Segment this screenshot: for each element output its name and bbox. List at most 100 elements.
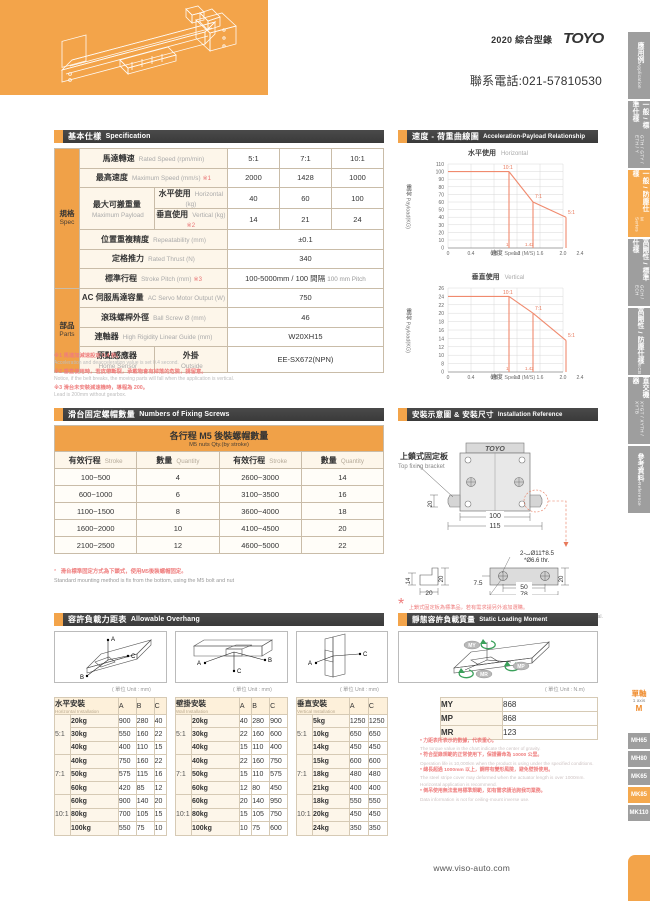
spec-value: 7:1 [278, 148, 332, 169]
sidebar-tab-label-cn: 應用例 [636, 41, 643, 64]
table-row: 7:1 40kg 750 160 22 [54, 754, 168, 796]
cell-a: 550 [117, 727, 137, 742]
svg-text:30: 30 [438, 223, 444, 229]
cell-load: 40kg [191, 754, 240, 769]
svg-text:MP: MP [517, 664, 525, 670]
cell-stroke: 3100~3500 [218, 485, 302, 503]
chart-title: 水平使用 Horizontal [468, 150, 528, 157]
column-header: 數量 Quantity [136, 451, 220, 469]
section-title-cn: 安裝示意圖 & 安裝尺寸 [412, 410, 494, 419]
cell-qty: 4 [136, 468, 220, 486]
cell-c: 1250 [367, 713, 389, 729]
spec-group-label-parts: 部品 Parts [54, 287, 80, 373]
svg-text:20: 20 [439, 575, 445, 582]
ratio-label: 5:1 [54, 713, 71, 756]
cell-c: 480 [367, 767, 389, 782]
sidebar-tab-xy[interactable]: 直交機器 XYGT / XYTH / XYTB [628, 377, 650, 445]
table-row: 80kg 700 105 15 [55, 807, 168, 823]
cell-c: 450 [367, 740, 389, 756]
cell-a: 350 [348, 821, 369, 836]
table-row: 垂直使用 Vertical (kg) ※2 14 21 24 [55, 208, 385, 230]
table-row: 最高速度 Maximum Speed (mm/s) ※1 2000 1428 1… [55, 167, 385, 188]
spec-row-label: 位置重複精度 Repeatability (mm) [78, 229, 228, 250]
cell-b: 110 [251, 740, 271, 756]
cell-c: 550 [367, 794, 389, 809]
cell-a: 550 [117, 821, 137, 836]
sidebar-tab-ecb[interactable]: 高剛性 / 防塵仕樣 ECB [628, 308, 650, 376]
footer-website-url[interactable]: www.viso-auto.com [433, 863, 510, 873]
svg-text:0: 0 [447, 375, 450, 381]
sidebar-tab-application[interactable]: 應用例 Application [628, 32, 650, 100]
cell-load: 30kg [70, 727, 119, 742]
sidebar-tab-gch-ech[interactable]: 高剛性 / 標準仕樣 GCH / ECH [628, 239, 650, 307]
section-title-en: Numbers of Fixing Screws [139, 411, 230, 418]
cell-c: 650 [367, 727, 389, 742]
cell-a: 12 [238, 780, 253, 796]
cell-a: 40 [238, 713, 253, 729]
table-row: 2100~2500 12 4600~5000 22 [53, 536, 385, 554]
sidebar-model-mk110[interactable]: MK110 [628, 805, 650, 822]
svg-text:8: 8 [441, 362, 444, 368]
install-note-cn: 上鎖式固定板為標準品，若有需求請另外追加選購。 [408, 605, 529, 611]
table-row: 位置重複精度 Repeatability (mm) ±0.1 [55, 229, 385, 250]
svg-text:115: 115 [489, 523, 500, 530]
sidebar-tab-reference[interactable]: 參考資料 Reference [628, 446, 650, 514]
ratio-label: 10:1 [296, 794, 313, 836]
sidebar-model-mh80[interactable]: MH80 [628, 751, 650, 768]
section-header-overhang: 容許負載力距表 Allowable Overhang [54, 613, 384, 626]
cell-b: 105 [251, 807, 271, 823]
cell-b: 160 [251, 754, 271, 769]
specification-table: 規格 Spec 馬達轉速 Rated Speed (rpm/min) 5:1 7… [54, 148, 385, 373]
svg-text:B: B [268, 658, 272, 664]
svg-text:20: 20 [428, 500, 434, 507]
sidebar-model-mk65[interactable]: MK65 [628, 769, 650, 786]
table-row: 定格推力 Rated Thrust (N) 340 [55, 248, 385, 269]
cell-a: 22 [238, 727, 253, 742]
table-row: 5:1 5kg 1250 1250 [296, 713, 389, 756]
sidebar-tab-label-cn: 高剛性 / 標準仕樣 [631, 239, 648, 282]
unit-label-vertical: ( 單位 Unit : mm) [340, 687, 379, 693]
cell-b: 160 [251, 727, 271, 742]
cell-c: 600 [367, 754, 389, 769]
sidebar-model-mh65[interactable]: MH65 [628, 733, 650, 750]
section-tag-icon [54, 130, 63, 143]
cell-load: 14kg [312, 740, 350, 756]
sidebar-model-mk85[interactable]: MK85 [628, 787, 650, 804]
section-title-cn: 基本仕樣 [68, 132, 102, 141]
cell-c: 12 [153, 780, 168, 796]
ratio-label: 10:1 [175, 794, 192, 836]
svg-text:1.2: 1.2 [514, 251, 521, 257]
svg-text:10:1: 10:1 [503, 290, 513, 296]
sidebar-tab-m-series[interactable]: 一般 / 防塵仕樣 M Series [628, 170, 650, 238]
table-row: 600~1000 6 3100~3500 16 [53, 485, 385, 503]
svg-text:TOYO: TOYO [485, 446, 505, 453]
cell-qty: 12 [136, 536, 220, 554]
svg-text:22: 22 [438, 303, 444, 309]
table-row: 10:1 60kg 900 140 20 [54, 794, 168, 836]
svg-text:0: 0 [441, 370, 444, 376]
table-row: 30kg 550 160 22 [55, 727, 168, 742]
cell-c: 400 [269, 740, 288, 756]
svg-text:60: 60 [438, 200, 444, 206]
cell-qty: 16 [300, 485, 385, 503]
spec-value: 46 [226, 307, 385, 328]
sidebar-tab-standard[interactable]: 一般 / 標準仕樣 GTH / GTY / ETH / Y [628, 101, 650, 169]
cell-load: 80kg [70, 807, 119, 823]
svg-text:2.0: 2.0 [560, 375, 567, 381]
cell-stroke: 1600~2000 [53, 519, 138, 537]
svg-text:2-⌴Ø11⍑8.5: 2-⌴Ø11⍑8.5 [520, 550, 555, 557]
cell-c: 600 [269, 821, 288, 836]
spec-row-label: 定格推力 Rated Thrust (N) [78, 248, 228, 269]
spec-row-label: 最大可搬重量 Maximum Payload [78, 187, 155, 230]
section-title-cn: 容許負載力距表 [68, 615, 127, 624]
table-row: 1100~1500 8 3600~4000 18 [53, 502, 385, 520]
footnote-cn: ※1 馬達加減速設定 0.4 秒。 [54, 353, 122, 359]
moment-notes: * 力距表所表示的數據，代表重心。 The torque value in th… [420, 738, 600, 803]
cell-c: 575 [269, 767, 288, 782]
ratio-label: 10:1 [54, 794, 71, 836]
fixing-screws-table: 各行程 M5 後裝螺帽數量 M5 nuts Qty.(by stroke) 有效… [53, 425, 385, 554]
fixing-note-cn: 滑台標準固定方式為下鎖式，使用M5後裝螺帽固定。 [60, 569, 187, 575]
table-row: 7:1 15kg 600 600 [296, 754, 389, 796]
svg-text:50: 50 [520, 584, 528, 591]
